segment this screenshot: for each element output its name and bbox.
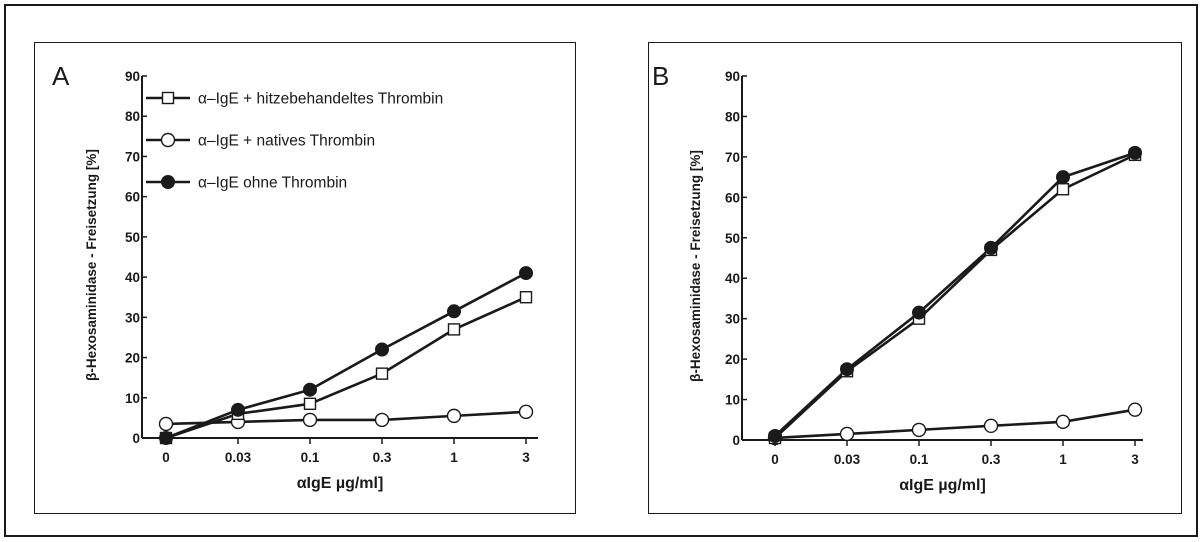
y-tick-label-a: 30 xyxy=(125,310,140,325)
y-tick-label-a: 70 xyxy=(125,149,140,164)
data-point-a-open-circle xyxy=(302,412,318,428)
data-point-a-filled-circle xyxy=(447,304,461,319)
x-axis-title-b: αIgE µg/ml] xyxy=(899,477,986,494)
data-point-a-filled-circle xyxy=(303,382,317,397)
x-tick-label-a: 0 xyxy=(162,450,170,465)
data-point-b-filled-circle xyxy=(912,305,926,320)
data-point-a-open-circle xyxy=(446,408,462,424)
x-tick-label-b: 0.03 xyxy=(834,452,861,467)
figure-frame xyxy=(4,4,1198,537)
x-axis-title-a: αIgE µg/ml] xyxy=(297,475,384,492)
y-tick-label-b: 90 xyxy=(725,69,740,84)
data-point-b-filled-circle xyxy=(768,428,782,443)
y-tick-label-a: 80 xyxy=(125,109,140,124)
series-line-b-open-square xyxy=(774,153,1136,439)
data-point-b-open-square xyxy=(1056,183,1070,196)
legend-marker-open-circle xyxy=(160,132,176,148)
x-tick-label-a: 3 xyxy=(522,450,530,465)
x-tick-label-b: 0.1 xyxy=(910,452,929,467)
data-point-b-filled-circle xyxy=(984,240,998,255)
y-tick-label-a: 50 xyxy=(125,230,140,245)
x-tick-label-a: 0.03 xyxy=(225,450,252,465)
y-tick-label-b: 80 xyxy=(725,109,740,124)
x-tick-label-a: 0.1 xyxy=(301,450,320,465)
y-tick-label-b: 10 xyxy=(725,393,740,408)
data-point-a-filled-circle xyxy=(375,342,389,357)
legend-marker-open-square xyxy=(161,91,175,105)
y-tick-label-a: 40 xyxy=(125,270,140,285)
data-point-a-filled-circle xyxy=(519,266,533,281)
data-point-a-open-square xyxy=(375,367,389,380)
panel-label-b: B xyxy=(652,61,669,91)
x-tick-label-b: 1 xyxy=(1059,452,1067,467)
y-tick-label-b: 50 xyxy=(725,231,740,246)
y-tick-label-b: 0 xyxy=(732,433,740,448)
data-point-b-filled-circle xyxy=(1056,170,1070,185)
legend-marker-filled-circle xyxy=(161,175,175,189)
series-line-b-open-circle xyxy=(774,408,1136,440)
data-point-a-open-circle xyxy=(518,404,534,420)
data-point-b-open-circle xyxy=(1127,402,1143,417)
data-point-b-open-circle xyxy=(983,418,999,434)
y-tick-label-b: 60 xyxy=(725,190,740,205)
series-line-a-open-circle xyxy=(165,410,527,426)
panel-b-frame xyxy=(648,42,1182,514)
y-tick-label-b: 20 xyxy=(725,352,740,367)
y-tick-label-a: 20 xyxy=(125,351,140,366)
data-point-a-filled-circle xyxy=(231,402,245,417)
y-tick-label-b: 40 xyxy=(725,271,740,286)
y-tick-label-a: 90 xyxy=(125,69,140,84)
data-point-a-filled-circle xyxy=(159,431,173,445)
y-tick-label-b: 30 xyxy=(725,312,740,327)
x-tick-label-b: 0 xyxy=(771,452,779,467)
x-tick-label-b: 0.3 xyxy=(982,452,1001,467)
legend-entry-open-square: α–IgE + hitzebehandeltes Thrombin xyxy=(198,91,443,108)
y-tick-label-a: 10 xyxy=(125,391,140,406)
data-point-b-open-circle xyxy=(839,426,855,442)
y-tick-label-a: 60 xyxy=(125,190,140,205)
x-tick-label-b: 3 xyxy=(1131,452,1139,467)
data-point-a-open-square xyxy=(303,397,317,411)
legend-entry-filled-circle: α–IgE ohne Thrombin xyxy=(198,175,347,192)
panel-label-a: A xyxy=(52,61,70,91)
data-point-b-filled-circle xyxy=(1128,145,1142,160)
data-point-a-open-square xyxy=(447,323,461,336)
data-point-a-open-square xyxy=(519,291,533,304)
y-tick-label-b: 70 xyxy=(725,150,740,165)
series-line-b-filled-circle xyxy=(774,151,1136,437)
legend-entry-open-circle: α–IgE + natives Thrombin xyxy=(198,133,375,150)
data-point-b-filled-circle xyxy=(840,362,854,377)
y-axis-title-b: β-Hexosaminidase - Freisetzung [%] xyxy=(688,150,703,382)
x-tick-label-a: 0.3 xyxy=(373,450,392,465)
data-point-b-open-circle xyxy=(1055,414,1071,429)
data-point-a-open-circle xyxy=(158,416,174,432)
series-line-a-filled-circle xyxy=(165,271,527,440)
panel-a-frame xyxy=(34,42,576,514)
y-axis-title-a: β-Hexosaminidase - Freisetzung [%] xyxy=(84,149,99,381)
x-tick-label-a: 1 xyxy=(450,450,458,465)
y-tick-label-a: 0 xyxy=(132,431,140,446)
series-line-a-open-square xyxy=(165,296,527,440)
data-point-b-open-circle xyxy=(911,422,927,438)
data-point-a-open-circle xyxy=(374,412,390,428)
